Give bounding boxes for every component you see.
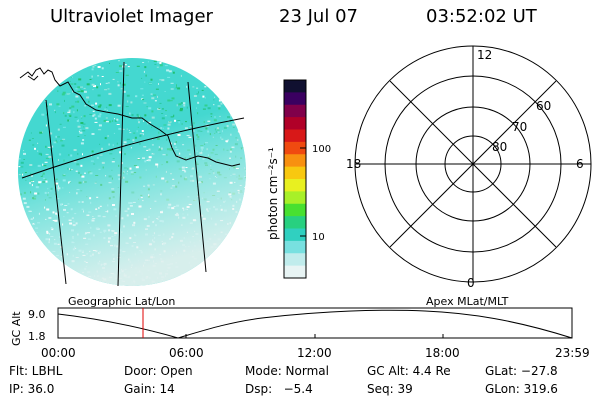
colorbar: 100 10 photon cm⁻²s⁻¹ <box>266 79 331 279</box>
longitude-line <box>187 81 207 273</box>
gc-alt-status: GC Alt: 4.4 Re <box>367 364 451 378</box>
colorbar-cell <box>284 228 306 242</box>
colorbar-cell <box>284 191 306 205</box>
latitude-line <box>21 117 245 179</box>
colorbar-cell <box>284 92 306 106</box>
colorbar-cell <box>284 240 306 254</box>
xtick-00: 00:00 <box>41 346 76 360</box>
colorbar-cell <box>284 154 306 168</box>
xtick-12: 12:00 <box>297 346 332 360</box>
mlat-label-60: 60 <box>536 99 551 113</box>
colorbar-cell <box>284 203 306 217</box>
coastline <box>19 67 241 167</box>
mode-status: Mode: Normal <box>245 364 329 378</box>
colorbar-tick-100: 100 <box>312 144 331 155</box>
colorbar-cell <box>284 166 306 180</box>
xtick-2359: 23:59 <box>555 346 590 360</box>
colorbar-cell <box>284 129 306 143</box>
mlt-label-0: 0 <box>467 276 475 290</box>
time-label: 03:52:02 UT <box>426 6 537 27</box>
mlat-label-70: 70 <box>512 120 527 134</box>
colorbar-tick-10: 10 <box>312 232 325 243</box>
colorbar-cell <box>284 253 306 267</box>
filter-status: Flt: LBHL <box>9 364 63 378</box>
geographic-caption: Geographic Lat/Lon <box>68 295 176 308</box>
mlt-label-12: 12 <box>477 48 492 62</box>
glon-status: GLon: 319.6 <box>485 382 558 396</box>
colorbar-unit-label: photon cm⁻²s⁻¹ <box>266 147 280 240</box>
colorbar-cell <box>284 104 306 118</box>
gain-status: Gain: 14 <box>124 382 175 396</box>
altitude-curve <box>57 309 573 339</box>
uv-disk-fade <box>18 58 246 286</box>
door-status: Door: Open <box>124 364 193 378</box>
mlat-label-80: 80 <box>492 140 507 154</box>
ip-status: IP: 36.0 <box>9 382 55 396</box>
colorbar-cell <box>284 179 306 192</box>
longitude-line <box>45 99 67 285</box>
glat-status: GLat: −27.8 <box>485 364 558 378</box>
xtick-06: 06:00 <box>169 346 204 360</box>
xtick-18: 18:00 <box>425 346 460 360</box>
colorbar-cell <box>284 80 306 93</box>
seq-status: Seq: 39 <box>367 382 413 396</box>
date-label: 23 Jul 07 <box>279 6 358 27</box>
colorbar-cell <box>284 117 306 130</box>
mlt-label-6: 6 <box>576 157 584 171</box>
altitude-ytick-top: 9.0 <box>28 308 46 321</box>
app-title: Ultraviolet Imager <box>50 6 213 27</box>
dsp-status: Dsp: −5.4 <box>245 382 313 396</box>
coastline-island <box>27 75 39 81</box>
mlt-label-18: 18 <box>346 157 361 171</box>
altitude-ylabel: GC Alt <box>10 311 23 346</box>
colorbar-cell <box>284 265 306 279</box>
altitude-ytick-bottom: 1.8 <box>28 330 46 343</box>
colorbar-cell <box>284 141 306 155</box>
apex-caption: Apex MLat/MLT <box>426 295 509 308</box>
longitude-line <box>117 61 125 287</box>
colorbar-cell <box>284 216 306 229</box>
